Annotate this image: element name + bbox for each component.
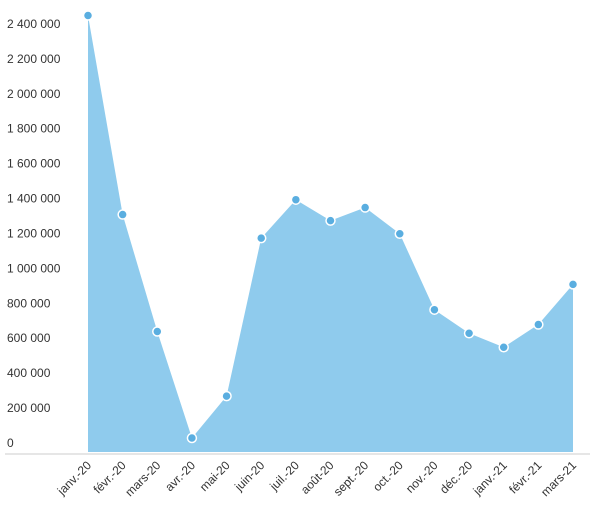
marker xyxy=(567,279,579,290)
y-tick-label: 2 000 000 xyxy=(7,87,61,101)
x-tick-label: déc.-20 xyxy=(437,458,475,496)
marker xyxy=(533,319,544,330)
x-tick-label: mars-21 xyxy=(538,458,579,499)
x-tick-label: sept.-20 xyxy=(331,458,372,499)
y-tick-label: 600 000 xyxy=(7,331,51,345)
y-tick-label: 200 000 xyxy=(7,401,51,415)
marker xyxy=(117,209,128,220)
x-tick-label: nov.-20 xyxy=(403,458,441,496)
x-tick-label: juin-20 xyxy=(231,458,267,494)
y-tick-label: 1 200 000 xyxy=(7,226,61,240)
x-tick-label: juil.-20 xyxy=(266,458,302,494)
y-tick-label: 800 000 xyxy=(7,296,51,310)
marker xyxy=(498,341,509,353)
y-tick-label: 400 000 xyxy=(7,366,51,380)
marker xyxy=(82,10,94,21)
marker xyxy=(186,432,198,444)
area xyxy=(88,15,573,452)
marker xyxy=(394,228,406,239)
y-tick-label: 2 200 000 xyxy=(7,52,61,66)
x-tick-label: mai-20 xyxy=(197,458,233,494)
marker xyxy=(290,194,302,205)
marker xyxy=(429,304,440,315)
y-tick-label: 1 400 000 xyxy=(7,192,61,206)
marker xyxy=(255,232,267,244)
marker xyxy=(325,215,336,226)
marker xyxy=(359,202,371,213)
x-tick-label: mars-20 xyxy=(122,458,163,499)
x-tick-label: août-20 xyxy=(298,458,337,497)
y-tick-label: 1 000 000 xyxy=(7,261,61,275)
x-tick-label: oct.-20 xyxy=(370,458,406,494)
x-tick-label: janv.-21 xyxy=(470,458,510,498)
x-tick-label: avr.-20 xyxy=(162,458,198,494)
marker xyxy=(221,390,232,402)
y-tick-label: 0 xyxy=(7,436,14,450)
marker xyxy=(152,326,163,337)
y-tick-label: 1 800 000 xyxy=(7,122,61,136)
marker xyxy=(463,328,475,339)
y-tick-label: 2 400 000 xyxy=(7,17,61,31)
x-tick-label: janv.-20 xyxy=(54,458,94,498)
y-tick-label: 1 600 000 xyxy=(7,157,61,171)
